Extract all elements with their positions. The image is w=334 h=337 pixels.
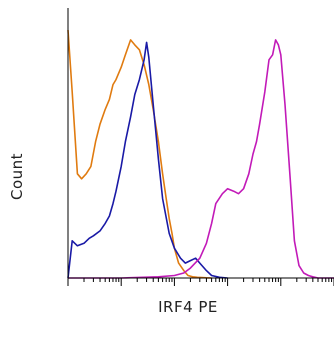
x-axis-label: IRF4 PE	[158, 298, 218, 316]
y-axis-label: Count	[8, 152, 26, 200]
histogram-series-2	[67, 41, 228, 279]
histogram-series-3	[68, 39, 334, 279]
series-layer	[67, 29, 334, 279]
axes-layer	[67, 8, 334, 286]
histogram-series-1	[67, 29, 212, 279]
